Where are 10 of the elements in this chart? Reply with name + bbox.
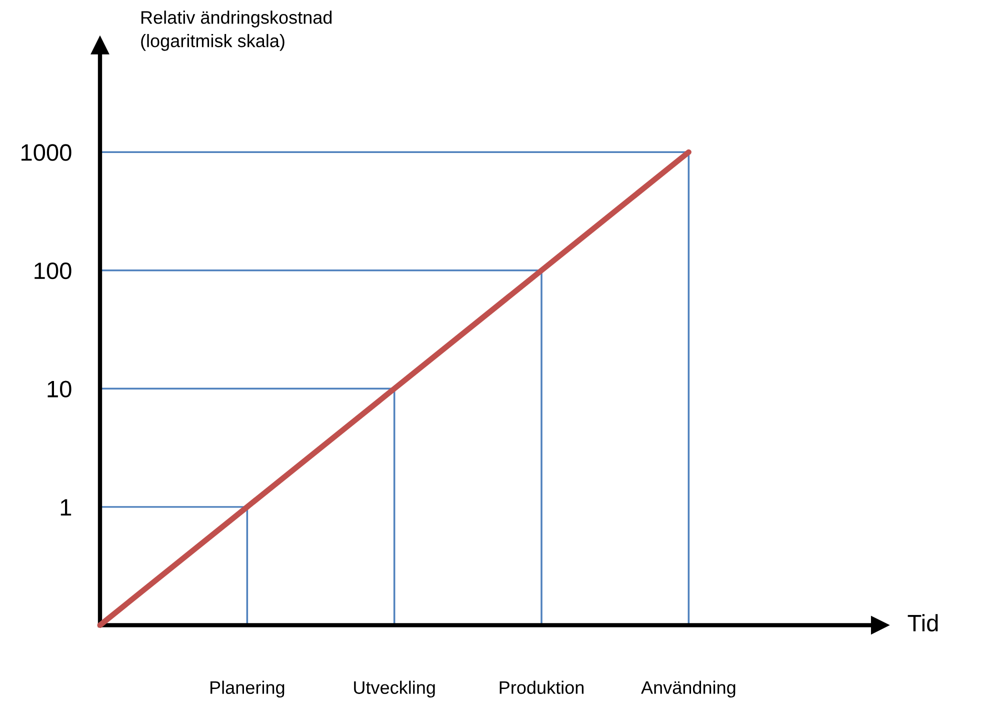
y-axis-title: Relativ ändringskostnad (logaritmisk skala) [141,10,332,51]
x-tick-label: Användning [641,680,736,698]
x-tick-label: Planering [210,680,284,698]
y-tick-label: 1000 [22,144,72,161]
x-tick-label: Produktion [500,680,584,694]
y-tick-label: 10 [48,380,72,398]
y-tick-label: 1 [60,499,72,516]
y-tick-label: 100 [34,262,72,280]
x-axis-title: Tid [908,614,938,632]
x-tick-label: Utveckling [354,680,435,698]
